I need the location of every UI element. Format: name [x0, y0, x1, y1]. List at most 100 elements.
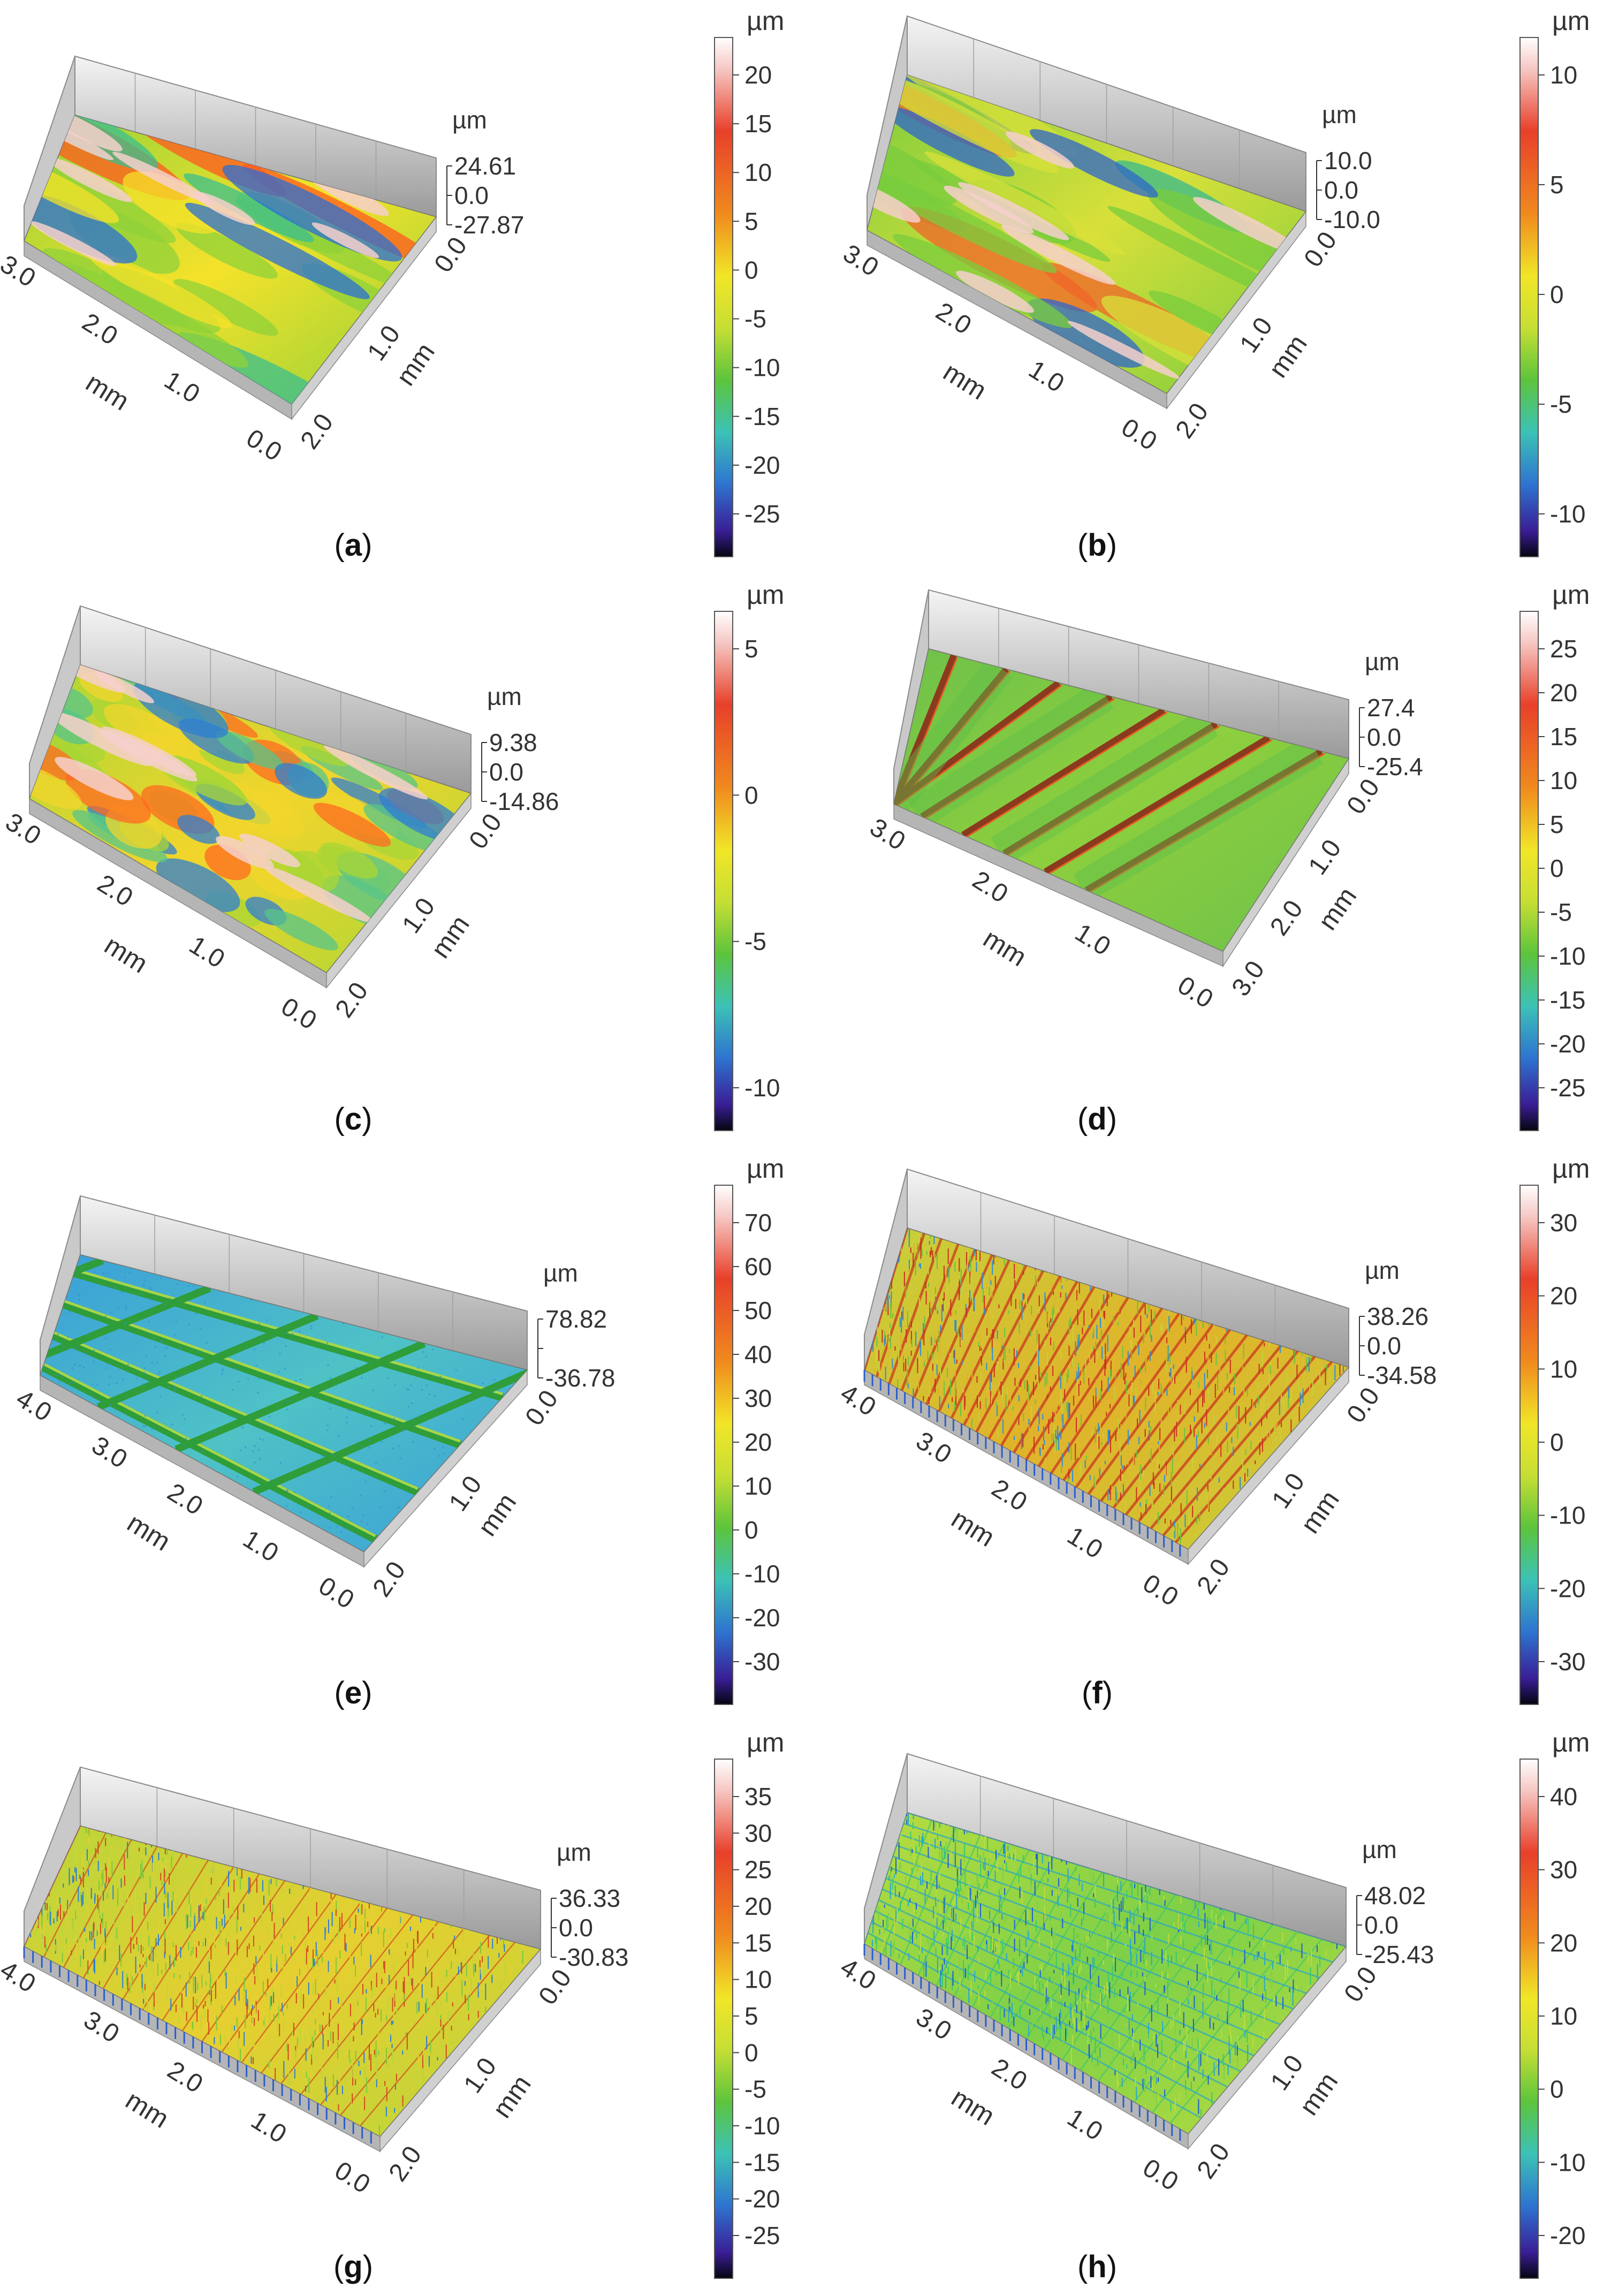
colorbar-tick: 15: [1550, 723, 1577, 751]
colorbar-tick: 10: [1550, 767, 1577, 794]
colorbar-tick: -10: [1550, 500, 1585, 528]
colorbar-tick: 40: [1550, 1783, 1577, 1810]
right-axis-tick: 0.0: [1339, 1962, 1382, 2007]
left-axis-tick: 2.0: [968, 866, 1013, 908]
colorbar-tick: -20: [1550, 2222, 1585, 2249]
left-axis-tick: 0.0: [1138, 2154, 1183, 2196]
z-axis-label: -34.58: [1367, 1361, 1437, 1389]
right-axis-tick: 2.0: [1191, 1554, 1235, 1600]
z-axis-label: 9.38: [489, 729, 537, 756]
z-axis-label: 0.0: [1367, 723, 1401, 751]
colorbar-tick: -25: [744, 2222, 780, 2249]
z-axis-label: 24.61: [454, 152, 516, 180]
colorbar-tick: 10: [1550, 2002, 1577, 2030]
colorbar-tick: 20: [744, 1892, 772, 1920]
right-axis-tick: 2.0: [330, 977, 374, 1023]
left-axis-tick: 2.0: [93, 869, 138, 912]
left-axis-tick: 1.0: [159, 366, 205, 408]
z-axis-unit: µm: [1365, 1256, 1400, 1284]
colorbar-tick: 30: [1550, 1209, 1577, 1237]
z-axis-label: 27.4: [1367, 694, 1415, 722]
right-axis-tick: 0.0: [463, 809, 507, 854]
colorbar-tick: 60: [744, 1253, 772, 1280]
colorbar-tick: -5: [744, 2075, 766, 2103]
colorbar: [714, 1759, 733, 2279]
left-axis-tick: 1.0: [238, 1525, 284, 1567]
colorbar-tick: 30: [744, 1819, 772, 1847]
colorbar-unit: µm: [747, 1154, 784, 1184]
colorbar: [1519, 611, 1539, 1131]
colorbar: [714, 611, 733, 1131]
colorbar-tick: 5: [744, 207, 758, 235]
right-axis-tick: 1.0: [1234, 313, 1278, 358]
left-axis-label: mm: [120, 2085, 174, 2134]
z-axis-label: 0.0: [489, 758, 523, 786]
z-axis-label: 78.82: [545, 1305, 607, 1333]
z-axis-label: -36.78: [545, 1364, 615, 1392]
colorbar-tick: -5: [1550, 390, 1572, 418]
colorbar-tick: 25: [1550, 635, 1577, 663]
right-axis-tick: 0.0: [533, 1965, 577, 2010]
colorbar-tick: 10: [744, 1966, 772, 1994]
left-axis-label: mm: [946, 1504, 1000, 1553]
panel-caption-b: (b): [1077, 528, 1118, 563]
colorbar-tick: 25: [744, 1856, 772, 1884]
z-axis-unit: µm: [1365, 648, 1400, 676]
colorbar-unit: µm: [1552, 1154, 1590, 1184]
right-axis-tick: 2.0: [1191, 2139, 1235, 2184]
z-axis-unit: µm: [487, 683, 522, 710]
z-axis-label: 0.0: [1324, 176, 1358, 204]
colorbar-tick: -15: [1550, 986, 1585, 1014]
left-axis-tick: 2.0: [931, 297, 976, 340]
caption-letter: b: [1088, 528, 1107, 563]
right-axis-tick: 1.0: [1266, 1468, 1310, 1514]
panel-caption-e: (e): [334, 1676, 373, 1710]
colorbar-tick: -10: [744, 1560, 780, 1588]
caption-letter: h: [1088, 2249, 1107, 2284]
z-axis-label: -25.43: [1364, 1941, 1434, 1968]
colorbar-tick: 5: [1550, 810, 1564, 838]
colorbar-unit: µm: [747, 580, 784, 610]
colorbar-tick: -20: [744, 2185, 780, 2213]
left-axis-label: mm: [100, 930, 153, 979]
panel-a: µm 24.61 0.0 -27.87 3.0 2.0 1.0 0.0 mm 0.0 1.0 2.0 m…: [0, 0, 806, 574]
left-axis-label: mm: [81, 367, 134, 416]
colorbar-tick: 0: [744, 1516, 758, 1544]
z-axis-label: 0.0: [559, 1914, 593, 1942]
colorbar-tick: 0: [1550, 854, 1564, 882]
colorbar: [1519, 1185, 1539, 1705]
colorbar-tick: 40: [744, 1340, 772, 1368]
z-axis-label: 36.33: [559, 1884, 620, 1912]
left-axis-tick: 0.0: [241, 424, 287, 467]
left-axis-tick: 1.0: [1024, 355, 1069, 398]
left-axis-tick: 1.0: [184, 931, 230, 974]
colorbar-tick: 0: [744, 256, 758, 284]
right-axis-tick: 1.0: [1303, 835, 1347, 880]
left-axis-tick: 1.0: [1062, 2103, 1108, 2146]
right-axis-tick: 0.0: [1341, 774, 1385, 820]
left-axis-label: mm: [938, 357, 992, 406]
colorbar-tick: 0: [744, 781, 758, 809]
z-axis-unit: µm: [452, 106, 487, 134]
colorbar-tick: 10: [744, 1472, 772, 1500]
right-axis-tick: 2.0: [1170, 398, 1214, 444]
right-axis-tick: 2.0: [367, 1557, 411, 1602]
colorbar-tick: 10: [1550, 1355, 1577, 1383]
caption-letter: d: [1088, 1102, 1107, 1136]
colorbar-tick: -10: [1550, 2148, 1585, 2176]
right-axis-tick: 2.0: [295, 409, 339, 454]
left-axis-tick: 3.0: [911, 2003, 956, 2045]
colorbar-tick: 30: [1550, 1856, 1577, 1884]
panel-d: µm 27.4 0.0 -25.4 3.0 2.0 1.0 0.0 mm 0.0 1.0 2.0 3.0…: [806, 574, 1611, 1148]
colorbar-tick: -20: [1550, 1030, 1585, 1058]
left-axis-tick: 1.0: [1070, 918, 1115, 961]
left-axis-tick: 3.0: [911, 1426, 956, 1469]
right-axis-tick: 0.0: [520, 1385, 564, 1431]
colorbar-tick: -30: [1550, 1648, 1585, 1676]
z-axis-unit: µm: [557, 1838, 591, 1866]
colorbar-tick: 70: [744, 1209, 772, 1237]
colorbar-tick: 0: [1550, 1428, 1564, 1456]
z-axis-label: -27.87: [454, 211, 524, 239]
caption-letter: c: [344, 1102, 362, 1136]
left-axis-tick: 1.0: [246, 2106, 292, 2149]
